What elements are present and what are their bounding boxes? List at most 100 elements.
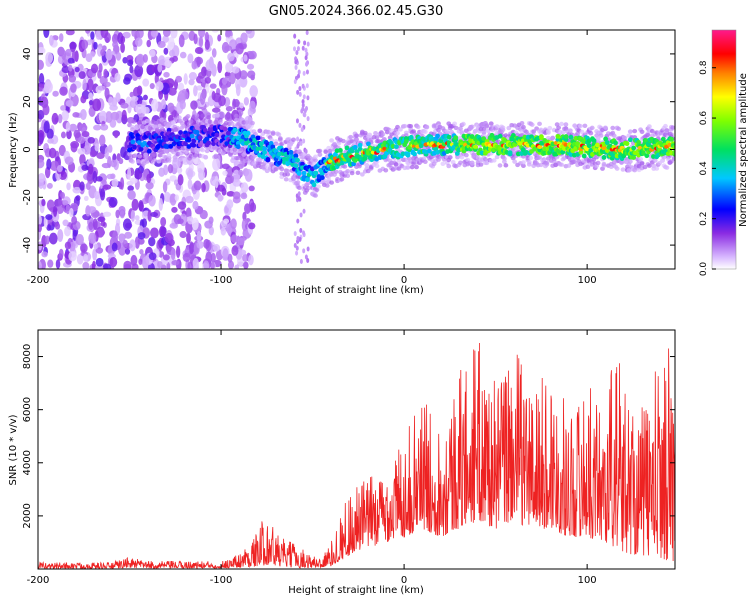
heatmap-cell bbox=[177, 201, 187, 210]
heatmap-cell bbox=[65, 30, 75, 36]
heatmap-cell bbox=[192, 200, 199, 210]
heatmap-cell bbox=[94, 143, 100, 152]
heatmap-cell bbox=[262, 149, 268, 155]
heatmap-cell bbox=[305, 69, 309, 75]
heatmap-cell bbox=[500, 125, 506, 130]
heatmap-cell bbox=[333, 169, 339, 174]
heatmap-cell bbox=[484, 160, 490, 166]
heatmap-cell bbox=[124, 248, 131, 255]
heatmap-cell bbox=[152, 152, 157, 157]
heatmap-cell bbox=[296, 89, 300, 95]
heatmap-cell bbox=[266, 129, 272, 135]
heatmap-cell bbox=[79, 181, 85, 191]
heatmap-cell bbox=[408, 134, 414, 140]
heatmap-cell bbox=[323, 149, 329, 154]
heatmap-cell bbox=[591, 138, 597, 143]
heatmap-cell bbox=[71, 215, 78, 225]
heatmap-cell bbox=[194, 125, 200, 130]
heatmap-cell bbox=[130, 139, 136, 145]
heatmap-cell bbox=[230, 234, 238, 243]
heatmap-cell bbox=[250, 120, 255, 126]
x-tick-label: -100 bbox=[210, 275, 233, 286]
heatmap-cell bbox=[329, 180, 335, 185]
heatmap-cell bbox=[207, 119, 213, 124]
heatmap-cell bbox=[140, 124, 146, 130]
heatmap-cell bbox=[218, 95, 226, 107]
heatmap-cell bbox=[547, 125, 553, 131]
heatmap-cell bbox=[87, 78, 94, 92]
heatmap-cell bbox=[131, 119, 137, 124]
heatmap-cell bbox=[506, 125, 512, 131]
heatmap-cell bbox=[191, 138, 197, 144]
heatmap-cell bbox=[581, 153, 587, 159]
heatmap-cell bbox=[183, 73, 188, 85]
heatmap-cell bbox=[118, 158, 124, 165]
heatmap-cell bbox=[296, 170, 302, 176]
heatmap-cell bbox=[311, 182, 317, 188]
heatmap-cell bbox=[199, 209, 208, 220]
heatmap-cell bbox=[560, 130, 566, 135]
heatmap-cell bbox=[102, 211, 112, 217]
heatmap-cell bbox=[223, 218, 230, 224]
heatmap-cell bbox=[83, 253, 88, 263]
heatmap-cell bbox=[214, 132, 220, 138]
heatmap-cell bbox=[300, 126, 304, 132]
heatmap-cell bbox=[131, 198, 139, 211]
heatmap-cell bbox=[627, 159, 633, 164]
heatmap-cell bbox=[349, 170, 355, 176]
heatmap-cell bbox=[138, 146, 144, 152]
heatmap-cell bbox=[670, 125, 675, 130]
heatmap-cell bbox=[153, 121, 159, 126]
heatmap-cell bbox=[174, 194, 179, 202]
heatmap-cell bbox=[127, 167, 132, 181]
heatmap-cell bbox=[143, 154, 149, 160]
heatmap-cell bbox=[196, 85, 203, 91]
heatmap-cell bbox=[45, 214, 53, 221]
heatmap-cell bbox=[200, 147, 206, 153]
heatmap-cell bbox=[107, 144, 113, 153]
heatmap-cell bbox=[67, 57, 75, 64]
heatmap-cell bbox=[352, 144, 358, 150]
heatmap-cell bbox=[211, 30, 219, 33]
heatmap-cell bbox=[447, 155, 453, 160]
heatmap-cell bbox=[489, 132, 495, 138]
heatmap-cell bbox=[497, 163, 503, 168]
heatmap-cell bbox=[257, 128, 263, 134]
heatmap-cell bbox=[305, 177, 310, 183]
heatmap-cell bbox=[203, 260, 210, 269]
heatmap-cell bbox=[100, 49, 106, 57]
heatmap-cell bbox=[169, 222, 178, 229]
heatmap-cell bbox=[355, 170, 361, 175]
heatmap-cell bbox=[43, 81, 53, 94]
heatmap-cell bbox=[130, 159, 135, 164]
heatmap-cell bbox=[491, 158, 497, 163]
heatmap-cell bbox=[102, 184, 112, 190]
heatmap-cell bbox=[503, 163, 509, 168]
heatmap-cell bbox=[95, 30, 102, 40]
heatmap-cell bbox=[41, 251, 48, 258]
heatmap-cell bbox=[137, 154, 143, 159]
heatmap-cell bbox=[38, 224, 42, 233]
heatmap-cell bbox=[171, 259, 180, 266]
heatmap-cell bbox=[175, 245, 181, 258]
heatmap-cell bbox=[458, 160, 463, 165]
heatmap-cell bbox=[126, 55, 134, 62]
heatmap-cell bbox=[73, 129, 81, 139]
heatmap-cell bbox=[157, 40, 166, 49]
heatmap-cell bbox=[345, 168, 351, 174]
heatmap-cell bbox=[578, 123, 583, 129]
heatmap-cell bbox=[178, 130, 183, 135]
heatmap-cell bbox=[191, 60, 198, 70]
heatmap-cell bbox=[146, 148, 152, 154]
heatmap-cell bbox=[217, 61, 223, 74]
heatmap-cell bbox=[373, 131, 378, 136]
heatmap-cell bbox=[64, 241, 72, 250]
heatmap-cell bbox=[622, 135, 627, 141]
heatmap-cell bbox=[238, 249, 247, 256]
heatmap-cell bbox=[424, 125, 430, 130]
heatmap-cell bbox=[92, 218, 98, 231]
heatmap-cell bbox=[118, 233, 126, 242]
heatmap-cell bbox=[188, 78, 195, 86]
heatmap-cell bbox=[632, 128, 638, 134]
heatmap-cell bbox=[627, 137, 633, 143]
